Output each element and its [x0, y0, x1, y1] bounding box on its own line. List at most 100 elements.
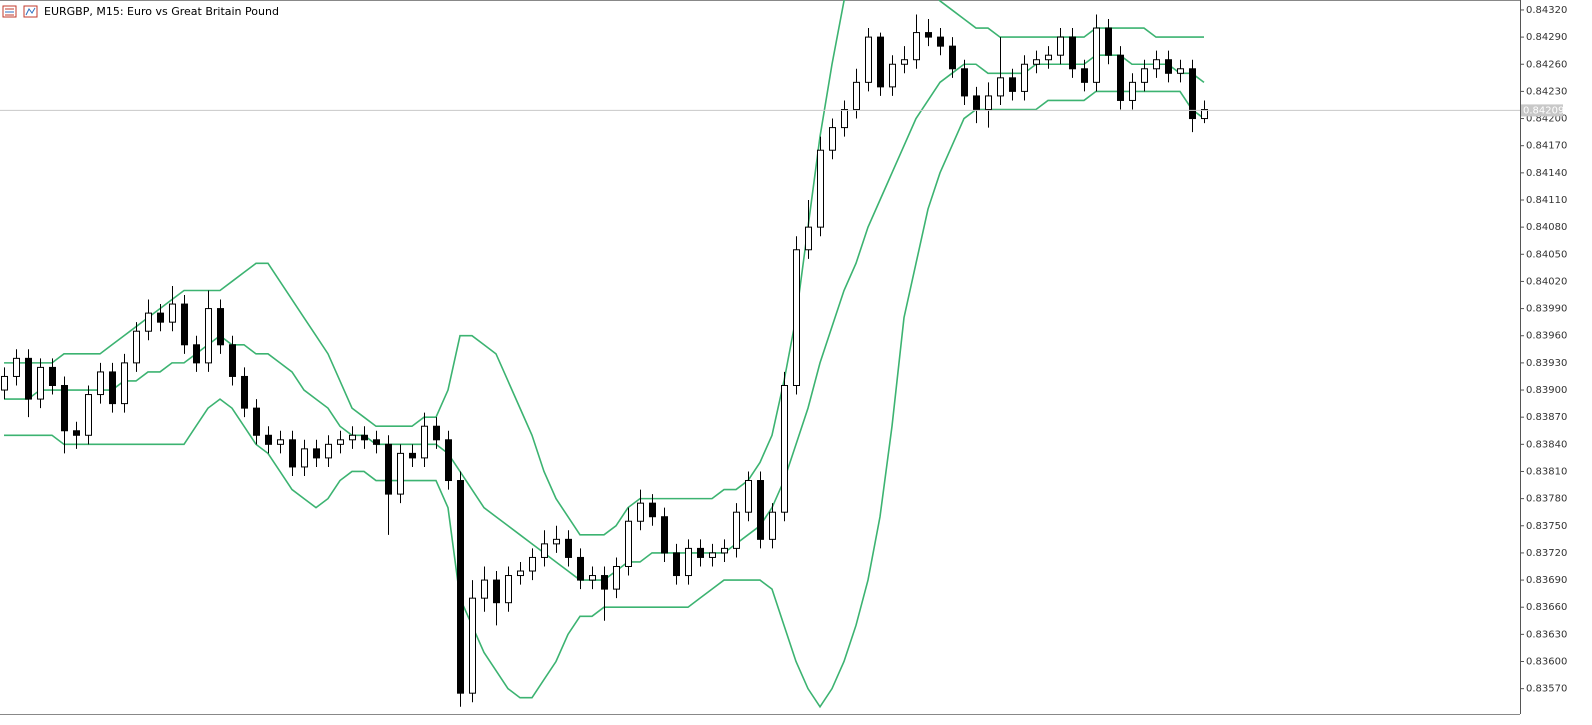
- candle-body: [637, 502, 644, 522]
- candle-body: [1201, 108, 1208, 120]
- y-tick-label: 0.84320: [1526, 5, 1567, 16]
- candle-body: [901, 59, 908, 65]
- candle-body: [1165, 59, 1172, 74]
- y-tick-label: 0.83720: [1526, 548, 1567, 559]
- candle-body: [289, 439, 296, 468]
- candle-body: [1045, 54, 1052, 61]
- candle-body: [625, 520, 632, 567]
- y-tick-label: 0.83630: [1526, 629, 1567, 640]
- candle-body: [973, 95, 980, 110]
- candle-body: [769, 511, 776, 540]
- candle-body: [85, 394, 92, 436]
- candle-body: [673, 552, 680, 577]
- candle-body: [1177, 68, 1184, 74]
- candle-body: [469, 597, 476, 694]
- candle-body: [709, 552, 716, 558]
- y-tick-label: 0.84110: [1526, 195, 1567, 206]
- candle-body: [349, 434, 356, 441]
- candle-body: [613, 565, 620, 590]
- candle-body: [133, 330, 140, 364]
- candle-body: [121, 362, 128, 405]
- y-tick-label: 0.83960: [1526, 331, 1567, 342]
- last-price-box: [1521, 104, 1563, 117]
- candle-body: [721, 547, 728, 554]
- candle-body: [565, 538, 572, 558]
- candle-body: [985, 95, 992, 110]
- candle-body: [313, 448, 320, 459]
- candle-body: [481, 579, 488, 599]
- y-tick-label: 0.84200: [1526, 114, 1567, 125]
- candle-body: [61, 385, 68, 432]
- candle-body: [517, 570, 524, 577]
- candle-body: [1093, 27, 1100, 83]
- last-price-label: 0.84209: [1523, 105, 1564, 116]
- y-tick-label: 0.83690: [1526, 575, 1567, 586]
- candle-body: [817, 149, 824, 228]
- y-tick-label: 0.83660: [1526, 602, 1567, 613]
- candle-body: [1141, 68, 1148, 83]
- candle-body: [385, 443, 392, 495]
- y-tick-label: 0.83930: [1526, 358, 1567, 369]
- candle-body: [553, 538, 560, 545]
- candle-body: [853, 81, 860, 110]
- candle-body: [913, 32, 920, 61]
- candle-body: [229, 344, 236, 377]
- y-tick-label: 0.84170: [1526, 141, 1567, 152]
- candle-body: [49, 366, 56, 387]
- candle-body: [661, 516, 668, 554]
- candle-body: [1069, 36, 1076, 70]
- candle-body: [889, 63, 896, 88]
- candle-body: [157, 312, 164, 323]
- candle-body: [241, 375, 248, 409]
- candle-body: [205, 308, 212, 364]
- candle-body: [1081, 68, 1088, 83]
- candle-body: [457, 480, 464, 694]
- candle-body: [1153, 59, 1160, 70]
- candle-body: [301, 448, 308, 468]
- y-tick-label: 0.83900: [1526, 385, 1567, 396]
- candle-body: [781, 385, 788, 513]
- y-tick-label: 0.83600: [1526, 657, 1567, 668]
- y-tick-label: 0.84260: [1526, 59, 1567, 70]
- candle-body: [577, 556, 584, 581]
- candle-body: [1189, 68, 1196, 120]
- y-tick-label: 0.83810: [1526, 466, 1567, 477]
- candle-body: [397, 452, 404, 495]
- candle-body: [961, 68, 968, 97]
- candle-body: [529, 556, 536, 572]
- y-tick-label: 0.84230: [1526, 86, 1567, 97]
- candle-body: [169, 303, 176, 323]
- y-tick-label: 0.83750: [1526, 521, 1567, 532]
- y-tick-label: 0.83570: [1526, 684, 1567, 695]
- candle-body: [841, 108, 848, 129]
- candle-body: [325, 443, 332, 459]
- candle-body: [433, 425, 440, 441]
- candle-body: [949, 45, 956, 70]
- candle-body: [937, 36, 944, 47]
- candle-body: [493, 579, 500, 604]
- candle-body: [409, 452, 416, 459]
- candle-body: [73, 430, 80, 436]
- candle-body: [697, 547, 704, 558]
- y-tick-label: 0.83990: [1526, 304, 1567, 315]
- candle-body: [733, 511, 740, 549]
- candle-body: [757, 480, 764, 540]
- chart-title: EURGBP, M15: Euro vs Great Britain Pound: [44, 5, 279, 18]
- candle-body: [25, 357, 32, 400]
- candle-body: [1117, 54, 1124, 101]
- band-upper: [4, 0, 1204, 536]
- candle-body: [265, 434, 272, 445]
- candle-body: [589, 575, 596, 581]
- candle-body: [1033, 59, 1040, 65]
- y-tick-label: 0.84020: [1526, 276, 1567, 287]
- candle-body: [337, 439, 344, 445]
- candle-body: [109, 371, 116, 405]
- candle-body: [97, 371, 104, 396]
- chart-icons: [2, 5, 38, 18]
- candle-body: [649, 502, 656, 518]
- candle-body: [541, 543, 548, 558]
- icon-line: [25, 7, 36, 16]
- candle-body: [1021, 63, 1028, 92]
